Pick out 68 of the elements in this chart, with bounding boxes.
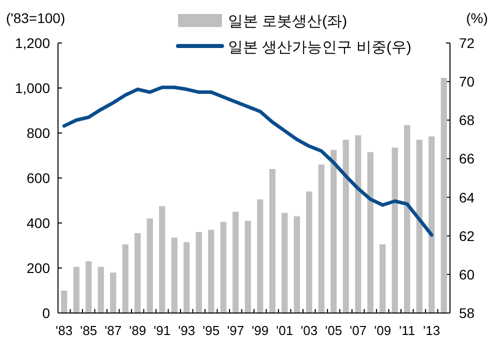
- bar: [196, 232, 202, 313]
- bar: [171, 238, 178, 313]
- x-tick-label: '03: [300, 323, 318, 338]
- bar: [61, 290, 68, 313]
- x-tick-label: '01: [276, 323, 294, 338]
- bar: [146, 218, 153, 313]
- bar: [416, 140, 422, 313]
- x-tick-label: '05: [325, 323, 342, 338]
- bar: [159, 206, 166, 313]
- y2-tick-label: 64: [459, 189, 475, 206]
- bar: [98, 266, 104, 313]
- bar: [440, 78, 447, 313]
- y2-tick-label: 72: [459, 35, 475, 51]
- x-tick-label: '95: [202, 323, 220, 338]
- y-tick-label: 400: [26, 215, 50, 231]
- y-tick-label: 800: [26, 125, 50, 141]
- bar: [392, 148, 398, 313]
- x-tick-label: '97: [227, 323, 244, 338]
- bar: [318, 164, 324, 313]
- x-tick-label: '87: [104, 323, 122, 338]
- legend-label: 일본 로봇생산(좌): [228, 13, 348, 30]
- bar: [294, 216, 300, 313]
- bar: [184, 242, 190, 313]
- x-tick-label: '89: [129, 323, 146, 338]
- y-tick-label: 600: [26, 170, 50, 186]
- bar: [232, 212, 239, 313]
- bar: [257, 199, 264, 313]
- y-tick-label: 0: [42, 305, 50, 321]
- y2-tick-label: 60: [459, 266, 475, 282]
- bar: [330, 150, 337, 313]
- y-tick-label: 1,000: [14, 80, 50, 96]
- x-tick-label: '93: [178, 323, 196, 338]
- y2-tick-label: 62: [459, 228, 475, 244]
- bar: [404, 125, 410, 313]
- y2-tick-label: 70: [459, 74, 475, 90]
- x-tick-label: '91: [154, 323, 171, 338]
- bar: [134, 233, 141, 313]
- x-tick-label: '13: [423, 323, 440, 338]
- x-tick-label: '83: [56, 323, 73, 338]
- bar: [208, 230, 214, 313]
- line-series: [62, 86, 434, 237]
- y2-tick-label: 58: [459, 305, 475, 321]
- bar: [110, 272, 116, 313]
- bar: [342, 140, 349, 313]
- bar: [86, 261, 92, 313]
- x-tick-label: '99: [252, 323, 269, 338]
- bar: [282, 212, 288, 313]
- x-tick-label: '07: [350, 323, 367, 338]
- bar: [367, 152, 374, 313]
- y2-axis-title: (%): [466, 10, 488, 26]
- bar: [306, 192, 312, 313]
- bar: [220, 222, 226, 313]
- x-tick-label: '11: [399, 323, 416, 338]
- y2-tick-label: 68: [459, 112, 475, 128]
- y-tick-label: 200: [26, 260, 50, 276]
- legend-label: 일본 생산가능인구 비중(우): [228, 39, 412, 56]
- x-tick-label: '09: [374, 323, 392, 338]
- y-tick-label: 1,200: [14, 35, 50, 51]
- bar: [73, 266, 80, 313]
- y2-tick-label: 66: [459, 150, 475, 167]
- bar: [355, 135, 362, 313]
- bar: [244, 220, 251, 313]
- bar: [269, 169, 276, 313]
- bar: [380, 244, 386, 313]
- bar: [122, 244, 128, 313]
- x-tick-label: '85: [80, 323, 98, 338]
- y-axis-title: ('83=100): [6, 10, 66, 26]
- bar: [428, 136, 435, 313]
